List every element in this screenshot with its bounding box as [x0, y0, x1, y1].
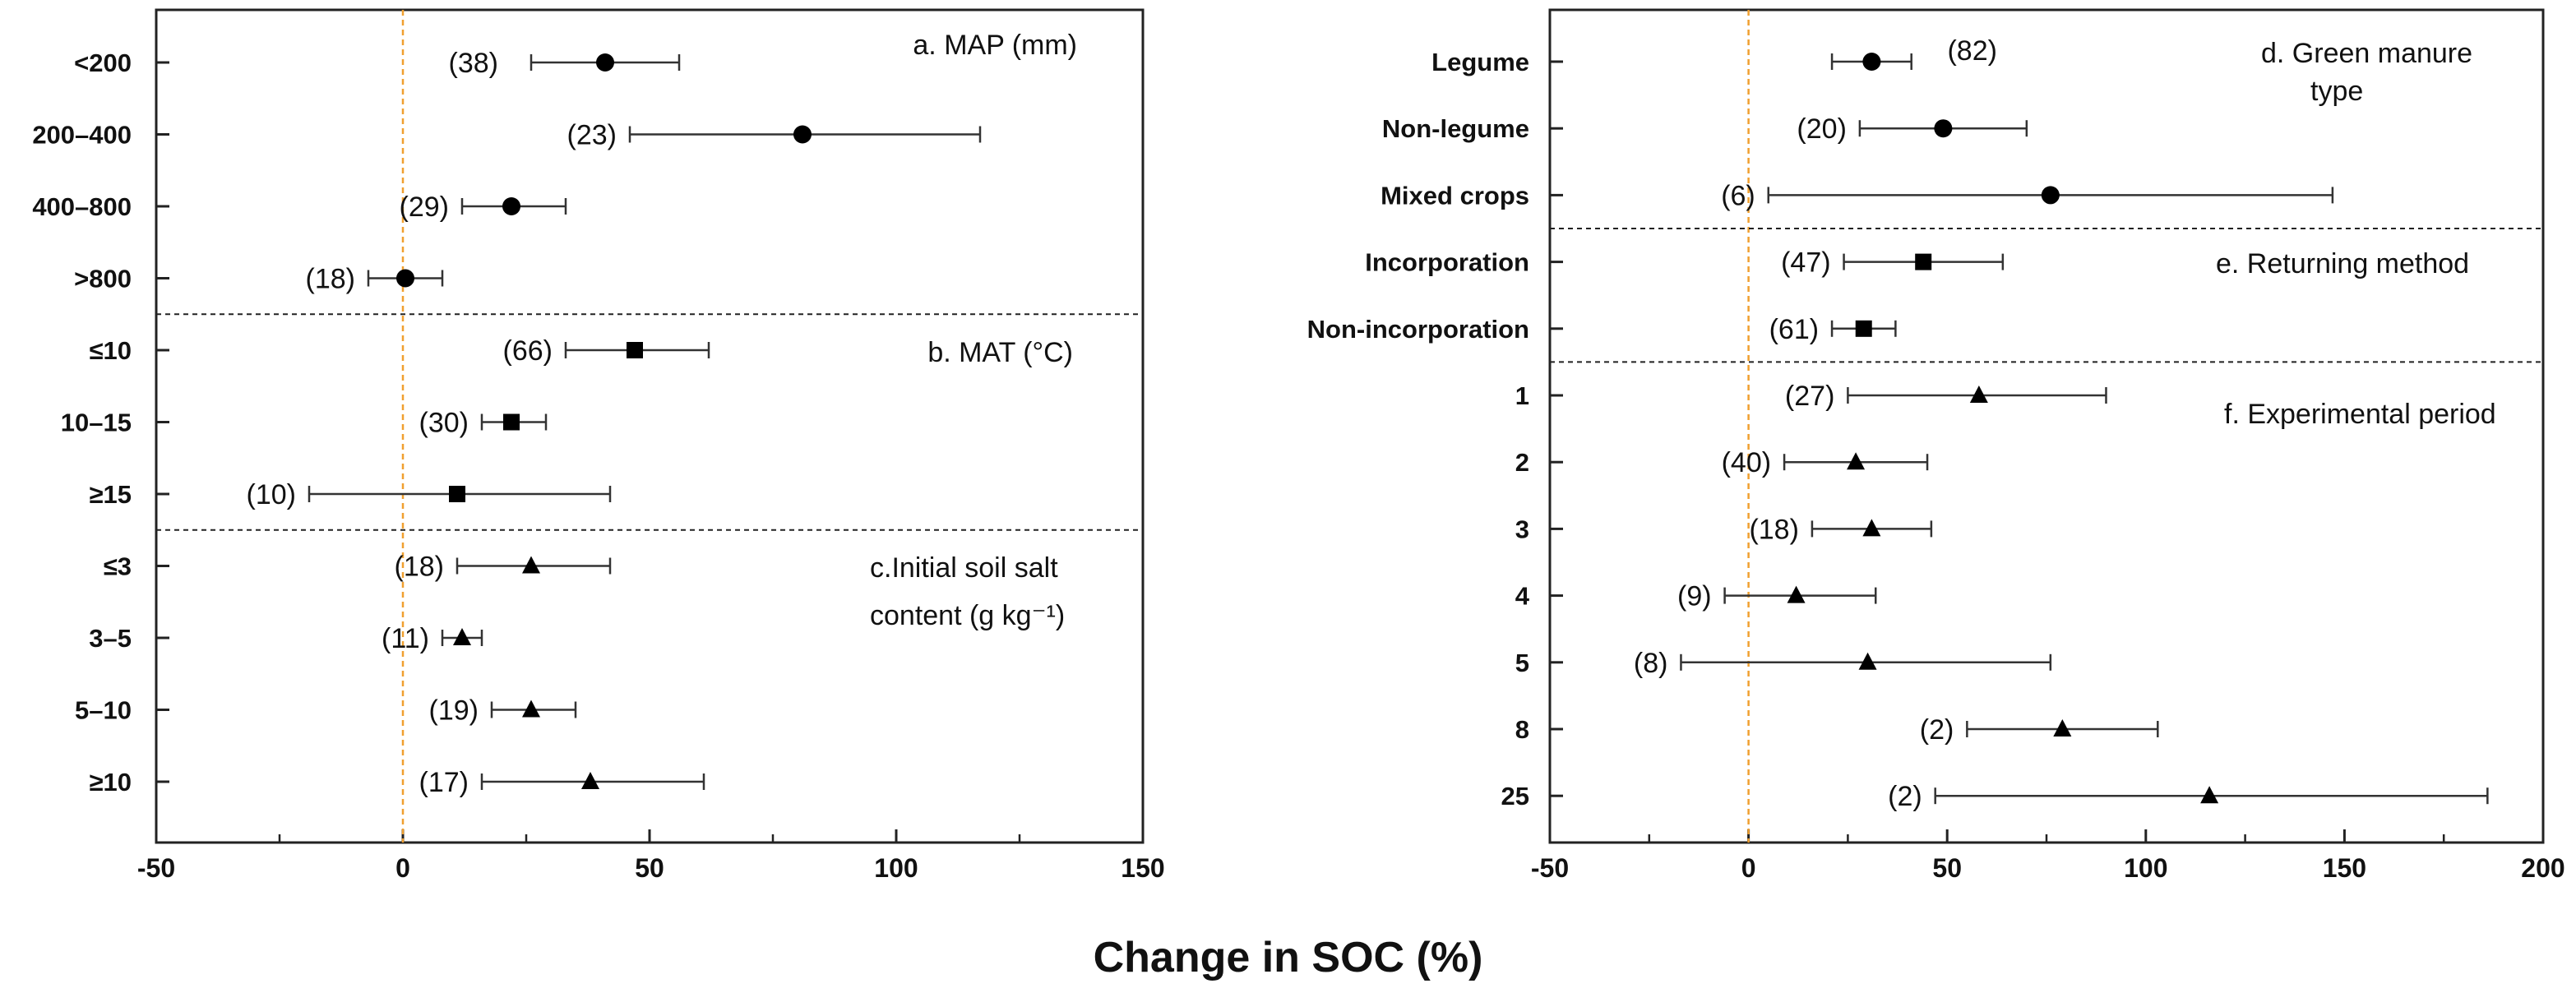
mean-marker-triangle [1787, 585, 1806, 603]
mean-marker-circle [596, 53, 614, 72]
group-title: d. Green manure [2261, 38, 2472, 69]
sample-size-label: (2) [1920, 714, 1954, 746]
y-tick-label: Non-incorporation [1307, 315, 1529, 344]
mean-marker-square [627, 342, 643, 358]
mean-marker-circle [502, 197, 520, 215]
y-tick-label: ≤10 [90, 336, 132, 365]
sample-size-label: (61) [1769, 314, 1819, 345]
mean-marker-square [1855, 320, 1872, 337]
y-tick-label: 8 [1515, 715, 1529, 744]
mean-marker-circle [396, 269, 414, 288]
sample-size-label: (10) [247, 479, 296, 510]
x-tick-label: -50 [137, 853, 175, 883]
x-axis-title: Change in SOC (%) [1093, 934, 1483, 981]
sample-size-label: (23) [567, 120, 617, 151]
y-tick-label: ≥15 [90, 480, 132, 509]
y-tick-label: 25 [1501, 782, 1529, 810]
sample-size-label: (8) [1634, 648, 1668, 679]
y-tick-label: ≥10 [90, 768, 132, 797]
x-tick-label: -50 [1531, 853, 1569, 883]
mean-marker-triangle [1969, 386, 1988, 403]
y-tick-label: Mixed crops [1380, 181, 1529, 210]
x-tick-label: 150 [2323, 853, 2366, 883]
sample-size-label: (20) [1797, 113, 1846, 145]
sample-size-label: (17) [419, 767, 469, 798]
sample-size-label: (27) [1785, 381, 1834, 412]
sample-size-label: (47) [1781, 247, 1830, 279]
sample-size-label: (30) [419, 408, 469, 439]
sample-size-label: (40) [1722, 447, 1771, 478]
y-tick-label: 5–10 [75, 696, 132, 725]
mean-marker-triangle [2053, 719, 2072, 736]
group-title-cont: type [2310, 76, 2363, 107]
mean-marker-triangle [522, 700, 540, 718]
sample-size-label: (2) [1888, 781, 1922, 812]
x-tick-label: 150 [1121, 853, 1164, 883]
mean-marker-triangle [1862, 519, 1881, 537]
mean-marker-square [1915, 253, 1932, 270]
sample-size-label: (9) [1677, 581, 1712, 612]
group-title: b. MAT (°C) [927, 337, 1073, 368]
group-title: a. MAP (mm) [913, 30, 1077, 61]
y-tick-label: 3 [1515, 515, 1529, 543]
mean-marker-triangle [2200, 786, 2219, 804]
y-tick-label: 2 [1515, 448, 1529, 477]
sample-size-label: (6) [1721, 180, 1755, 211]
y-tick-label: Incorporation [1365, 248, 1529, 277]
group-title: c.Initial soil salt [870, 552, 1058, 584]
mean-marker-circle [793, 125, 812, 144]
y-tick-label: >800 [74, 265, 132, 293]
sample-size-label: (11) [382, 623, 429, 654]
group-title-cont: content (g kg⁻¹) [870, 600, 1065, 631]
group-title: f. Experimental period [2224, 399, 2496, 430]
y-tick-label: Legume [1431, 48, 1529, 76]
sample-size-label: (38) [449, 48, 498, 79]
y-tick-label: 4 [1515, 582, 1530, 611]
sample-size-label: (18) [1749, 514, 1798, 545]
y-tick-label: 3–5 [89, 624, 132, 653]
sample-size-label: (29) [400, 192, 449, 223]
mean-marker-circle [1934, 119, 1953, 138]
mean-marker-square [449, 486, 465, 502]
x-tick-label: 50 [1932, 853, 1962, 883]
mean-marker-circle [1862, 53, 1881, 71]
y-tick-label: 10–15 [61, 409, 132, 437]
y-tick-label: 400–800 [32, 192, 132, 221]
mean-marker-triangle [1847, 452, 1866, 470]
mean-marker-square [503, 413, 520, 431]
x-tick-label: 200 [2521, 853, 2564, 883]
mean-marker-triangle [581, 772, 599, 789]
y-tick-label: ≤3 [104, 552, 132, 581]
mean-marker-circle [2041, 186, 2060, 205]
y-tick-label: <200 [74, 48, 132, 77]
y-tick-label: Non-legume [1382, 114, 1529, 143]
x-tick-label: 50 [635, 853, 664, 883]
y-tick-label: 1 [1515, 381, 1529, 410]
mean-marker-triangle [522, 556, 540, 574]
sample-size-label: (82) [1947, 35, 1996, 67]
y-tick-label: 200–400 [32, 121, 132, 150]
sample-size-label: (66) [503, 335, 553, 367]
mean-marker-triangle [453, 628, 471, 645]
sample-size-label: (18) [306, 264, 355, 295]
mean-marker-triangle [1858, 652, 1877, 670]
x-tick-label: 100 [874, 853, 918, 883]
x-tick-label: 100 [2124, 853, 2167, 883]
sample-size-label: (18) [395, 552, 444, 583]
x-tick-label: 0 [395, 853, 410, 883]
y-tick-label: 5 [1515, 649, 1529, 677]
sample-size-label: (19) [429, 695, 479, 727]
group-title: e. Returning method [2216, 248, 2469, 279]
x-tick-label: 0 [1741, 853, 1756, 883]
